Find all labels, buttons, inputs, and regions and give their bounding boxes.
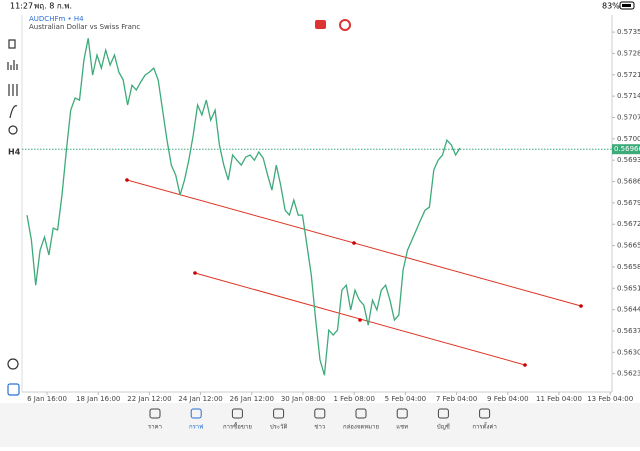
timeframe[interactable]: H4	[8, 148, 21, 157]
x-tick-label: 18 Jan 16:00	[76, 395, 120, 403]
nav-label[interactable]: กล่องจดหมาย	[343, 424, 379, 431]
symbol: AUDCHFm • H4	[29, 15, 84, 23]
x-tick-label: 30 Jan 08:00	[281, 395, 325, 403]
x-tick-label: 7 Feb 04:00	[436, 395, 477, 403]
description: Australian Dollar vs Swiss Franc	[29, 23, 140, 31]
nav-icon[interactable]	[479, 408, 491, 419]
x-tick-label: 9 Feb 04:00	[487, 395, 528, 403]
x-tick-label: 24 Jan 12:00	[178, 395, 222, 403]
tool-logo[interactable]	[7, 383, 20, 396]
x-tick-label: 5 Feb 04:00	[385, 395, 426, 403]
nav-label[interactable]: ประวัติ	[270, 424, 288, 431]
x-tick-label: 11 Feb 04:00	[536, 395, 582, 403]
nav-label[interactable]: แชท	[396, 424, 408, 431]
nav-icon[interactable]	[437, 408, 449, 419]
price-line	[26, 38, 461, 376]
nav-icon[interactable]	[273, 408, 285, 419]
nav-icon[interactable]	[190, 408, 202, 419]
status-time: 11:27	[10, 2, 33, 11]
tool-candles[interactable]	[8, 39, 16, 49]
trendline-point	[193, 271, 197, 275]
battery-level	[622, 4, 631, 7]
tool-settings[interactable]	[8, 84, 18, 96]
tool-shapes[interactable]	[8, 125, 18, 135]
x-tick-label: 13 Feb 04:00	[587, 395, 633, 403]
nav-icon[interactable]	[231, 408, 243, 419]
trendline-point	[358, 318, 362, 322]
nav-bar	[0, 403, 640, 447]
nav-label[interactable]: ข่าว	[314, 424, 325, 431]
x-tick-label: 1 Feb 08:00	[333, 395, 374, 403]
tool-indicators[interactable]	[7, 60, 18, 70]
current-price-badge	[612, 144, 640, 155]
tool-objects[interactable]	[7, 358, 19, 370]
trade-icon[interactable]	[315, 20, 326, 29]
x-tick-label: 6 Jan 16:00	[27, 395, 67, 403]
x-tick-label: 22 Jan 12:00	[127, 395, 171, 403]
trendline-point	[523, 363, 527, 367]
nav-icon[interactable]	[355, 408, 367, 419]
nav-label[interactable]: บัญชี	[437, 423, 450, 431]
tool-fibo[interactable]	[9, 105, 18, 119]
nav-label[interactable]: ราคา	[148, 424, 162, 431]
nav-icon[interactable]	[396, 408, 408, 419]
trendline-point	[352, 241, 356, 245]
battery-icon	[619, 1, 635, 10]
status-battery: 83%	[602, 2, 620, 11]
status-date: พฤ. 8 ก.พ.	[34, 2, 72, 11]
y-tick-label: 0.56230	[617, 370, 640, 378]
trendline-point	[125, 178, 129, 182]
nav-label[interactable]: การตั้งค่า	[472, 421, 496, 431]
current-price-label: 0.56966	[614, 145, 640, 153]
nav-label[interactable]: กราฟ	[189, 424, 203, 431]
x-tick-label: 26 Jan 12:00	[230, 395, 274, 403]
indicator-icon[interactable]	[339, 19, 351, 31]
nav-icon[interactable]	[314, 408, 326, 419]
trendline-point	[579, 304, 583, 308]
nav-icon[interactable]	[149, 408, 161, 419]
nav-label[interactable]: การซื้อขาย	[223, 421, 252, 431]
